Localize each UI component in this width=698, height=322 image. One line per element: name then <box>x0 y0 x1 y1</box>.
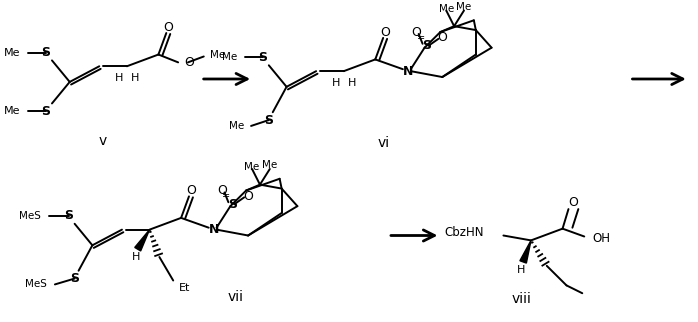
Text: Me: Me <box>229 121 244 131</box>
Text: S: S <box>42 46 50 59</box>
Text: =: = <box>223 191 230 201</box>
Text: Me: Me <box>456 2 472 12</box>
Text: v: v <box>98 134 106 147</box>
Text: S: S <box>228 198 237 211</box>
Text: O: O <box>438 32 447 44</box>
Text: O: O <box>163 21 173 33</box>
Text: N: N <box>209 223 218 236</box>
Text: vi: vi <box>377 136 389 150</box>
Text: H: H <box>131 73 139 83</box>
Text: MeS: MeS <box>25 279 47 289</box>
Polygon shape <box>520 241 531 263</box>
Text: O: O <box>186 184 196 197</box>
Text: O: O <box>243 190 253 203</box>
Text: Me: Me <box>222 52 237 62</box>
Text: O: O <box>568 196 579 209</box>
Text: S: S <box>70 272 79 285</box>
Text: vii: vii <box>228 290 244 304</box>
Text: S: S <box>422 39 431 52</box>
Text: H: H <box>131 252 140 262</box>
Text: Me: Me <box>244 162 260 172</box>
Text: Me: Me <box>4 106 20 116</box>
Text: S: S <box>258 51 267 64</box>
Text: H: H <box>332 78 340 88</box>
Text: H: H <box>517 265 526 275</box>
Text: Me: Me <box>4 48 20 58</box>
Text: OH: OH <box>592 232 610 245</box>
Text: S: S <box>64 209 73 223</box>
Text: S: S <box>42 105 50 118</box>
Text: H: H <box>348 78 356 88</box>
Text: viii: viii <box>511 292 531 306</box>
Text: Et: Et <box>179 283 191 293</box>
Polygon shape <box>135 230 149 251</box>
Text: O: O <box>184 56 194 69</box>
Text: S: S <box>265 114 274 127</box>
Text: O: O <box>218 184 228 197</box>
Text: O: O <box>412 25 422 39</box>
Text: Me: Me <box>438 4 454 14</box>
Text: O: O <box>380 25 390 39</box>
Text: Me: Me <box>262 160 277 170</box>
Text: H: H <box>114 73 123 83</box>
Text: N: N <box>403 65 413 78</box>
Text: MeS: MeS <box>20 211 41 221</box>
Text: CbzHN: CbzHN <box>444 226 484 239</box>
Text: =: = <box>417 33 424 43</box>
Text: Me: Me <box>209 50 225 60</box>
